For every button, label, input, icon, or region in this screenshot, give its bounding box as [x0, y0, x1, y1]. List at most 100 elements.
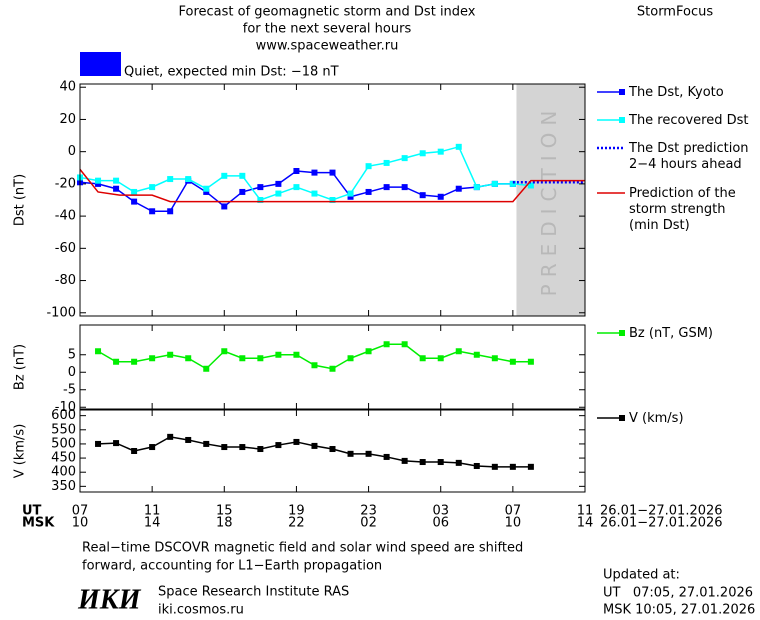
point — [185, 436, 192, 443]
point — [365, 348, 372, 355]
updated-ut: UT 07:05, 27.01.2026 — [603, 586, 753, 601]
point — [509, 358, 516, 365]
y-axis-label: Bz (nT) — [13, 344, 28, 390]
x-tick-label: 15 — [216, 504, 233, 519]
point — [203, 440, 210, 447]
point — [221, 348, 228, 355]
x-tick-label: 11 — [144, 504, 161, 519]
point — [347, 193, 354, 200]
x-tick-label: 07 — [505, 504, 522, 519]
point — [329, 365, 336, 372]
logo: ИКИ — [77, 584, 142, 615]
legend-label: V (km/s) — [629, 411, 684, 426]
y-tick-label: 450 — [51, 451, 76, 466]
y-tick-label: 0 — [68, 144, 76, 159]
point — [239, 444, 246, 451]
point — [293, 351, 300, 358]
x-tick-label: 19 — [288, 504, 305, 519]
point — [149, 355, 156, 362]
point — [311, 442, 318, 449]
x-tick-label-msk: 22 — [288, 516, 305, 531]
series-line — [79, 145, 531, 201]
point — [221, 203, 228, 210]
note: Real−time DSCOVR magnetic field and sola… — [82, 541, 523, 556]
x-tick-label: 23 — [360, 504, 377, 519]
brand: StormFocus — [637, 5, 713, 20]
x-tick-label-msk: 18 — [216, 516, 233, 531]
y-tick-label: 350 — [51, 479, 76, 494]
point — [401, 341, 408, 348]
point — [239, 172, 246, 179]
point — [311, 362, 318, 369]
point — [365, 188, 372, 195]
point — [113, 185, 120, 192]
date-range: 26.01−27.01.2026 — [600, 504, 723, 519]
point — [257, 197, 264, 203]
point — [293, 438, 300, 445]
subtitle: for the next several hours — [243, 22, 412, 37]
x-tick-label-msk: 06 — [432, 516, 449, 531]
point — [365, 163, 372, 170]
point — [509, 463, 516, 470]
point — [257, 184, 264, 191]
point — [527, 463, 534, 470]
plot-frame — [79, 409, 586, 493]
point — [257, 355, 264, 362]
point — [383, 184, 390, 191]
point — [347, 190, 354, 197]
legend-label: Prediction of the storm strength (min Dst) — [629, 186, 736, 233]
point — [491, 463, 498, 470]
point — [275, 190, 282, 197]
point — [131, 448, 138, 454]
legend-marker — [619, 89, 625, 95]
point — [437, 148, 444, 155]
point — [239, 188, 246, 195]
point — [275, 442, 282, 449]
point — [167, 208, 174, 215]
updated-msk: MSK 10:05, 27.01.2026 — [603, 603, 755, 618]
point — [311, 169, 318, 176]
point — [473, 184, 480, 191]
legend-marker — [619, 117, 625, 123]
point — [293, 168, 300, 174]
point — [203, 185, 210, 192]
point — [167, 351, 174, 358]
y-tick-label: 500 — [51, 436, 76, 451]
y-axis-label: V (km/s) — [13, 424, 28, 479]
y-tick-label: -10 — [55, 400, 76, 415]
y-axis-label: Dst (nT) — [13, 174, 28, 226]
x-tick-label-msk: 02 — [360, 516, 377, 531]
point — [329, 169, 336, 176]
point — [329, 197, 336, 203]
point — [347, 450, 354, 457]
point — [455, 348, 462, 355]
legend-label: The Dst, Kyoto — [628, 85, 724, 100]
point — [275, 351, 282, 358]
x-row-label: UT — [22, 504, 42, 519]
prediction-zone — [516, 84, 585, 316]
point — [95, 180, 102, 187]
status-text: Quiet, expected min Dst: −18 nT — [124, 65, 339, 80]
point — [437, 459, 444, 466]
point — [185, 355, 192, 362]
x-tick-label: 07 — [72, 504, 89, 519]
x-row-label: MSK — [22, 516, 55, 531]
point — [419, 150, 426, 157]
point — [149, 184, 156, 191]
y-tick-label: 550 — [51, 422, 76, 437]
point — [113, 358, 120, 365]
updated-title: Updated at: — [603, 568, 680, 583]
point — [383, 453, 390, 460]
point — [167, 176, 174, 183]
point — [419, 355, 426, 362]
institute-name: Space Research Institute RAS — [158, 585, 349, 600]
point — [455, 459, 462, 466]
legend-label: The recovered Dst — [628, 113, 748, 128]
point — [131, 358, 138, 365]
point — [203, 365, 210, 372]
point — [95, 440, 102, 447]
point — [131, 188, 138, 195]
series-line — [79, 170, 513, 213]
point — [383, 341, 390, 348]
